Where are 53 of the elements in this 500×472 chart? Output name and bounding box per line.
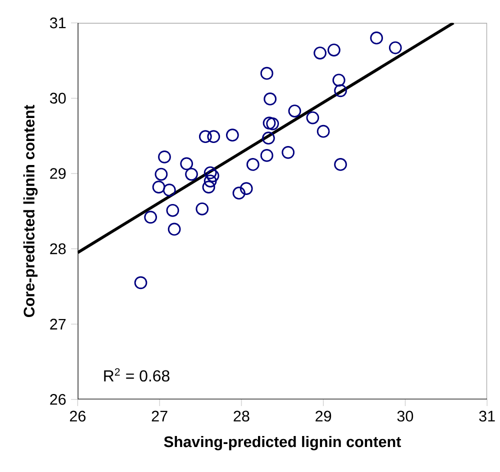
x-tick-label: 26 [70,410,86,422]
point [240,182,253,195]
point [316,124,330,138]
point [196,202,209,216]
x-tick-label: 30 [397,410,414,422]
point [264,92,277,106]
point [334,84,347,98]
point [206,169,220,182]
x-tick-label: 27 [152,410,168,422]
point [314,46,326,60]
point [204,166,217,180]
point [226,128,239,142]
point [154,168,168,181]
y-axis-title: Core-predicted lignin content [23,104,38,317]
point [232,186,246,200]
point [334,158,347,171]
point [207,130,220,143]
point [388,41,402,54]
point [262,116,276,130]
point [260,148,274,162]
y-tick-label: 27 [50,318,66,330]
point [168,222,181,236]
y-tick-label: 28 [50,243,66,254]
point [198,130,212,143]
point [282,146,295,159]
x-tick-label: 31 [479,410,495,422]
x-tick-label: 29 [316,410,332,422]
point [144,210,158,224]
point [306,111,320,124]
point [134,276,148,290]
point [185,168,198,181]
point [162,184,176,196]
y-tick-label: 29 [50,168,66,179]
point [202,180,216,194]
point [180,157,194,170]
point [370,31,383,44]
y-tick-label: 26 [50,394,66,405]
y-tick-label: 31 [50,17,66,28]
point [152,180,166,194]
x-tick-label: 28 [234,410,250,422]
point [166,204,180,217]
point [288,104,302,118]
y-tick-label: 30 [50,92,66,104]
point [266,117,279,130]
x-axis-title: Shaving-predicted lignin content [164,436,401,450]
point [246,158,260,171]
point [204,174,217,188]
point [262,132,275,144]
point [260,66,274,80]
point [332,74,346,87]
point [158,150,171,164]
point [328,44,340,56]
annotation: R$^{2}$ = 0.68 [104,368,170,382]
